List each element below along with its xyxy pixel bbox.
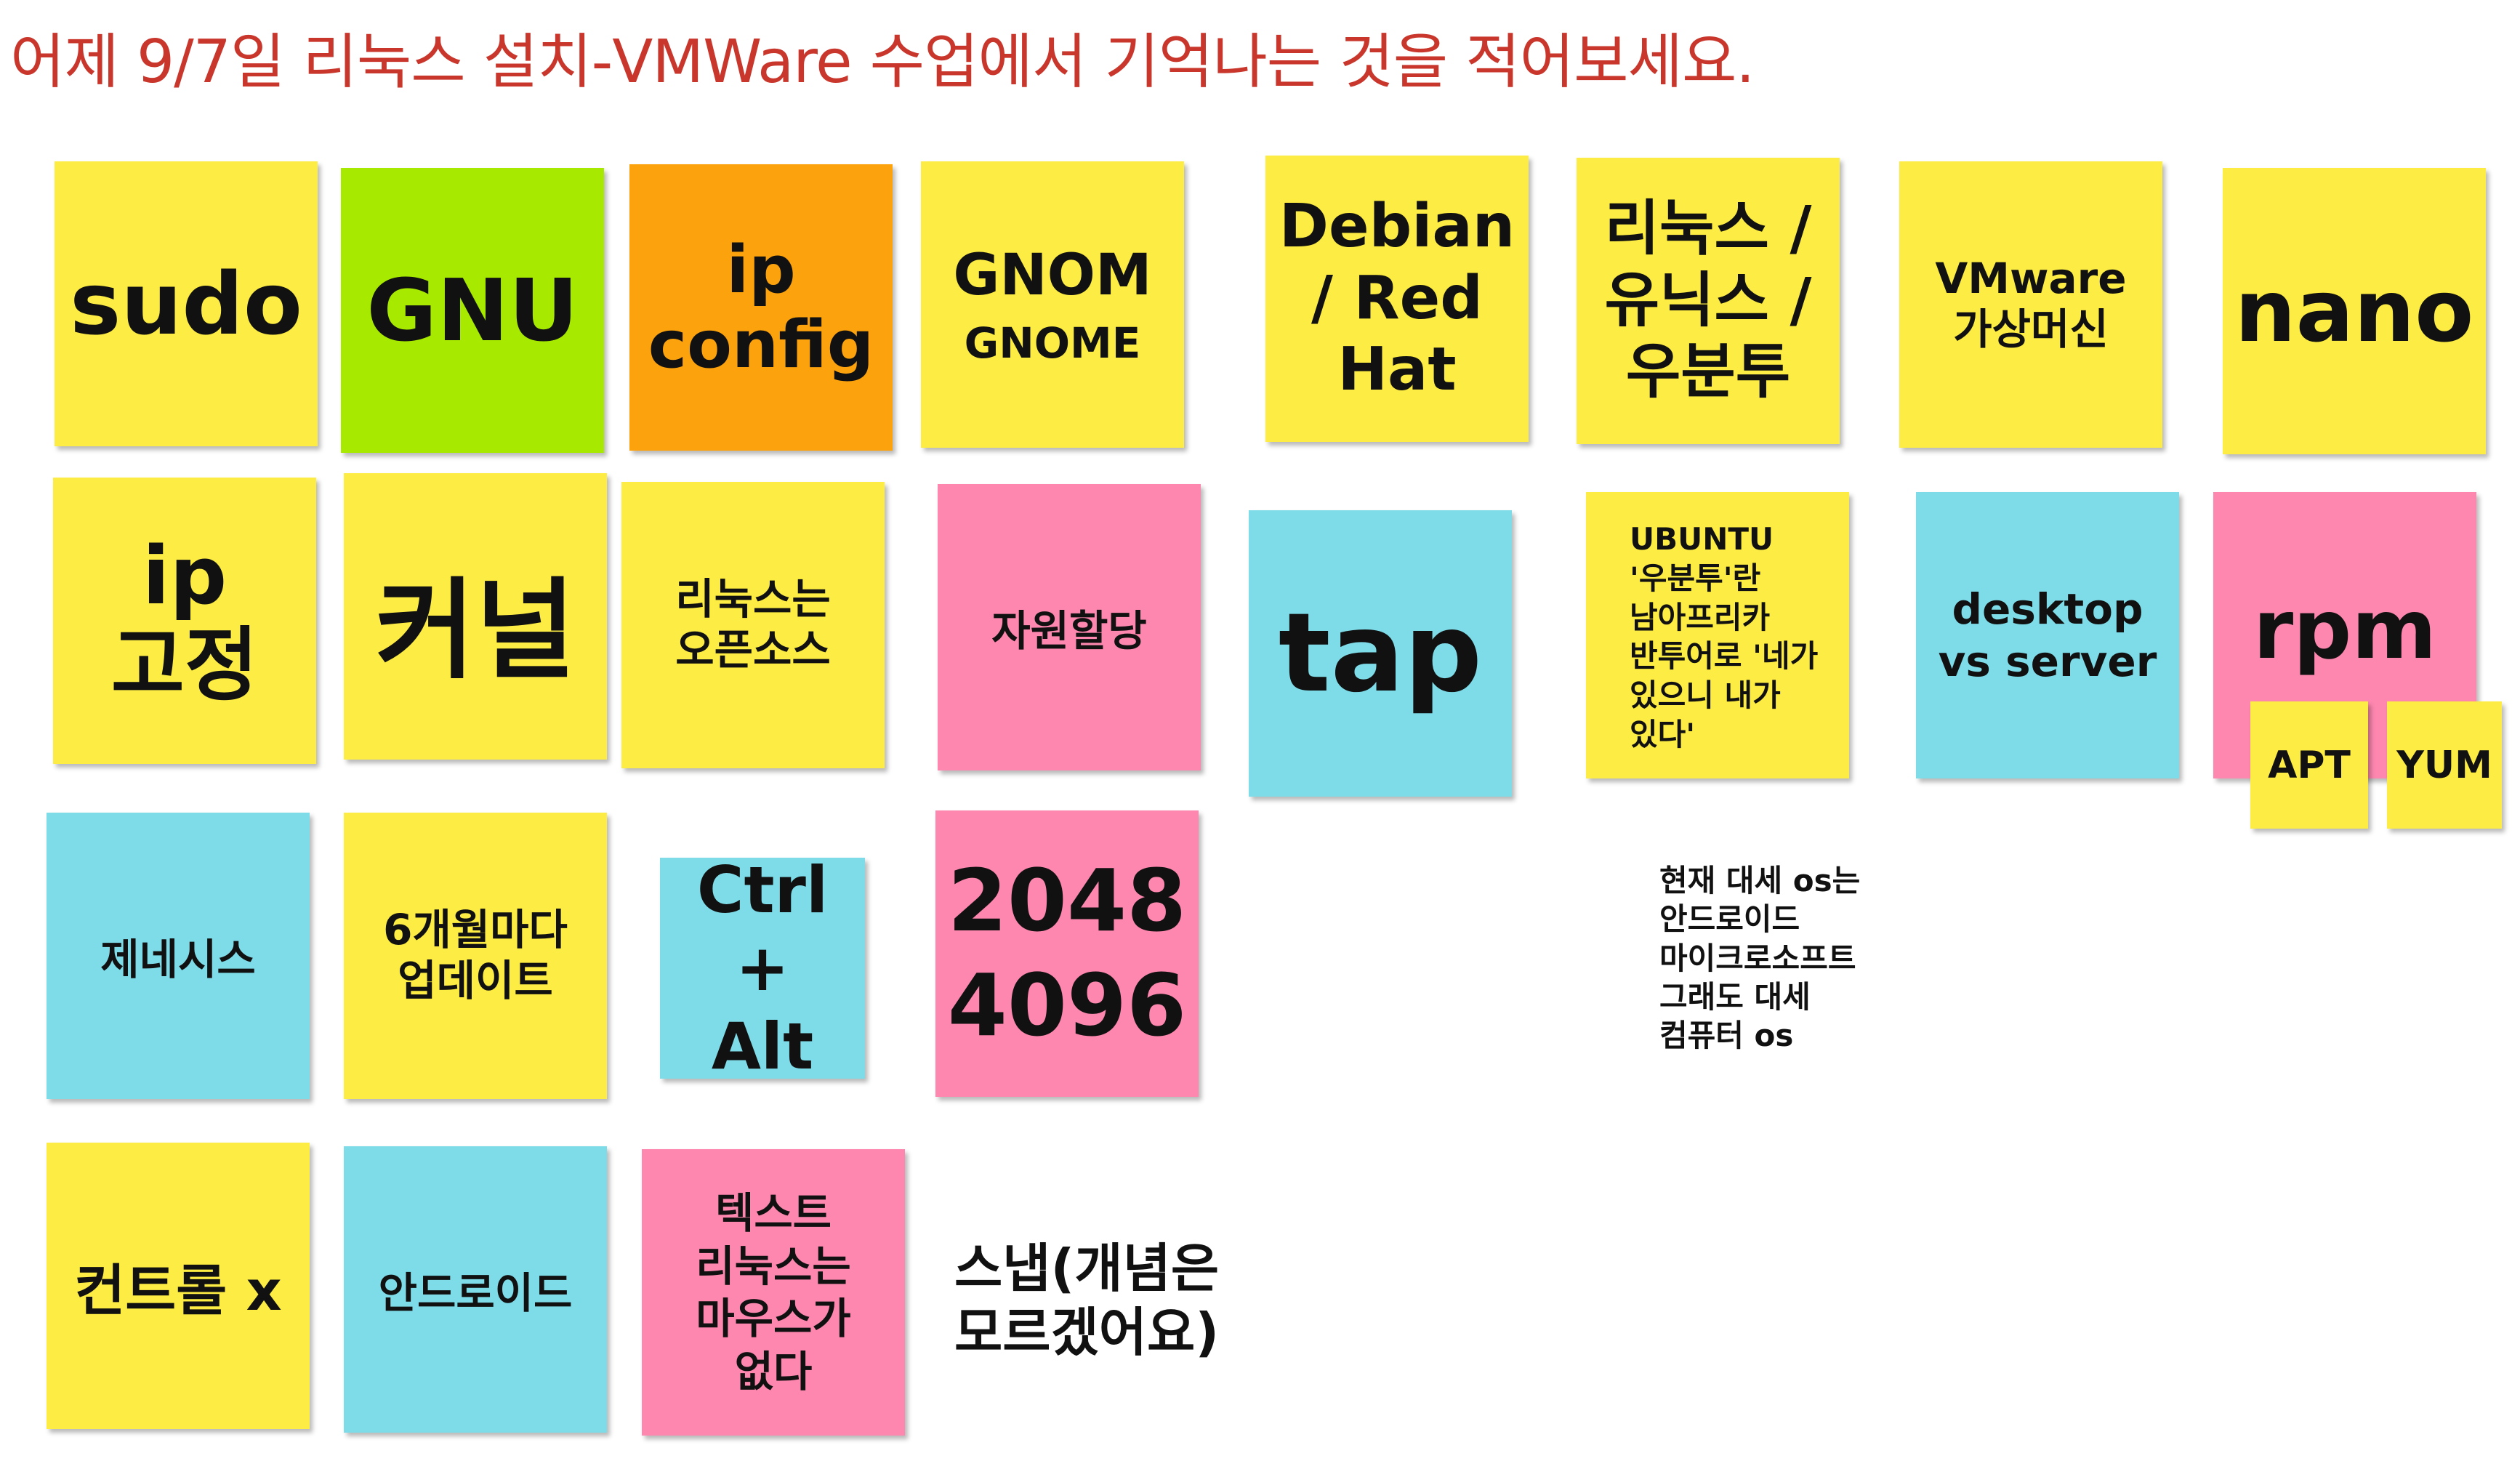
note-line: APT (2268, 743, 2351, 787)
note-line: 커널 (374, 568, 576, 694)
note-line: 오픈소스 (675, 625, 831, 675)
note-line: 리눅스는 (696, 1241, 851, 1291)
note-line: 반투어로 '네가 (1630, 638, 1819, 675)
sticky-note-vmware[interactable]: VMware 가상머신 (1899, 161, 2162, 448)
note-line: / Red (1311, 263, 1483, 333)
text-line: 컴퓨터 os (1659, 1018, 1794, 1054)
sticky-note-android[interactable]: 안드로이드 (344, 1146, 607, 1433)
sticky-note-nano[interactable]: nano (2223, 168, 2486, 454)
sticky-note-ip-static[interactable]: ip 고정 (53, 478, 316, 764)
sticky-note-yum[interactable]: YUM (2387, 701, 2502, 829)
note-line: sudo (70, 254, 302, 354)
note-line: '우분투'란 (1630, 560, 1761, 596)
note-line: 안드로이드 (378, 1268, 573, 1318)
note-line: GNOM (953, 243, 1152, 309)
text-line: 현재 대세 os는 (1659, 863, 1861, 898)
sticky-note-gnu[interactable]: GNU (341, 168, 604, 453)
note-line: 업데이트 (398, 956, 553, 1005)
text-current-os[interactable]: 현재 대세 os는 안드로이드 마이크로소프트 그래도 대세 컴퓨터 os (1659, 861, 1860, 1055)
sticky-note-2048-4096[interactable]: 2048 4096 (935, 810, 1199, 1097)
note-line: 2048 (947, 850, 1187, 951)
sticky-note-sudo[interactable]: sudo (55, 161, 318, 446)
text-line: 그래도 대세 (1659, 978, 1811, 1015)
text-line: 모르겠어요) (954, 1301, 1220, 1363)
note-line: 없다 (734, 1346, 813, 1396)
note-line: 마우스가 (696, 1294, 851, 1343)
sticky-note-genesis[interactable]: 제네시스 (47, 813, 310, 1099)
sticky-note-ipconfig[interactable]: ip config (629, 164, 893, 451)
note-line: ip (726, 231, 796, 308)
text-line: 마이크로소프트 (1659, 940, 1856, 976)
note-line: GNU (366, 260, 579, 361)
sticky-note-kernel[interactable]: 커널 (344, 473, 607, 760)
sticky-note-ubuntu-meaning[interactable]: UBUNTU '우분투'란 남아프리카 반투어로 '네가 있으니 내가 있다' (1586, 492, 1849, 778)
sticky-note-opensource[interactable]: 리눅스는 오픈소스 (621, 482, 885, 768)
note-line: nano (2234, 261, 2474, 361)
note-line: Ctrl + (696, 858, 829, 1006)
note-line: 텍스트 (714, 1188, 832, 1238)
note-line: Hat (1337, 335, 1457, 405)
text-snap[interactable]: 스냅(개념은 모르겠어요) (954, 1237, 1219, 1365)
sticky-note-apt[interactable]: APT (2250, 701, 2368, 829)
note-line: VMware (1935, 254, 2127, 304)
note-line: ip (142, 528, 228, 622)
sticky-note-tap[interactable]: tap (1249, 510, 1512, 797)
note-line: 리눅스는 (675, 574, 831, 624)
note-line: config (648, 307, 874, 383)
note-line: 남아프리카 (1630, 599, 1771, 635)
note-line: 있으니 내가 (1630, 677, 1781, 713)
sticky-note-update[interactable]: 6개월마다 업데이트 (344, 813, 607, 1099)
note-line: GNOME (964, 318, 1141, 368)
note-line: UBUNTU (1630, 521, 1774, 557)
note-line: 고정 (110, 619, 259, 712)
note-line: YUM (2396, 743, 2492, 787)
note-line: 컨트롤 x (74, 1258, 282, 1323)
text-line: 스냅(개념은 (954, 1238, 1220, 1299)
note-line: 리눅스 / (1604, 194, 1812, 264)
note-line: 6개월마다 (383, 905, 568, 955)
note-line: desktop (1952, 584, 2143, 634)
note-line: 유닉스 / (1604, 265, 1812, 335)
sticky-note-gnome[interactable]: GNOM GNOME (921, 161, 1184, 448)
sticky-note-ctrl-alt[interactable]: Ctrl + Alt (660, 858, 865, 1079)
sticky-note-resource-allocation[interactable]: 자원할당 (938, 484, 1201, 770)
note-line: 우분투 (1625, 337, 1791, 407)
note-line: 자원할당 (991, 606, 1147, 656)
note-line: tap (1278, 590, 1483, 717)
page-title: 어제 9/7일 리눅스 설치-VMWare 수업에서 기억나는 것을 적어보세요… (10, 28, 1755, 97)
sticky-note-debian-redhat[interactable]: Debian / Red Hat (1265, 156, 1529, 442)
sticky-note-linux-unix-ubuntu[interactable]: 리눅스 / 유닉스 / 우분투 (1577, 158, 1840, 444)
text-line: 안드로이드 (1659, 901, 1800, 938)
sticky-note-text-linux[interactable]: 텍스트 리눅스는 마우스가 없다 (642, 1149, 905, 1436)
sticky-note-control-x[interactable]: 컨트롤 x (47, 1143, 310, 1429)
note-line: vs server (1938, 637, 2157, 686)
note-line: 4096 (947, 955, 1187, 1055)
note-line: 제네시스 (100, 935, 256, 984)
note-line: rpm (2253, 583, 2437, 677)
sticky-note-desktop-server[interactable]: desktop vs server (1916, 492, 2179, 778)
note-line: 있다' (1630, 716, 1696, 752)
note-line: 가상머신 (1953, 305, 2109, 354)
note-line: Alt (711, 1008, 814, 1079)
note-line: Debian (1279, 192, 1515, 262)
